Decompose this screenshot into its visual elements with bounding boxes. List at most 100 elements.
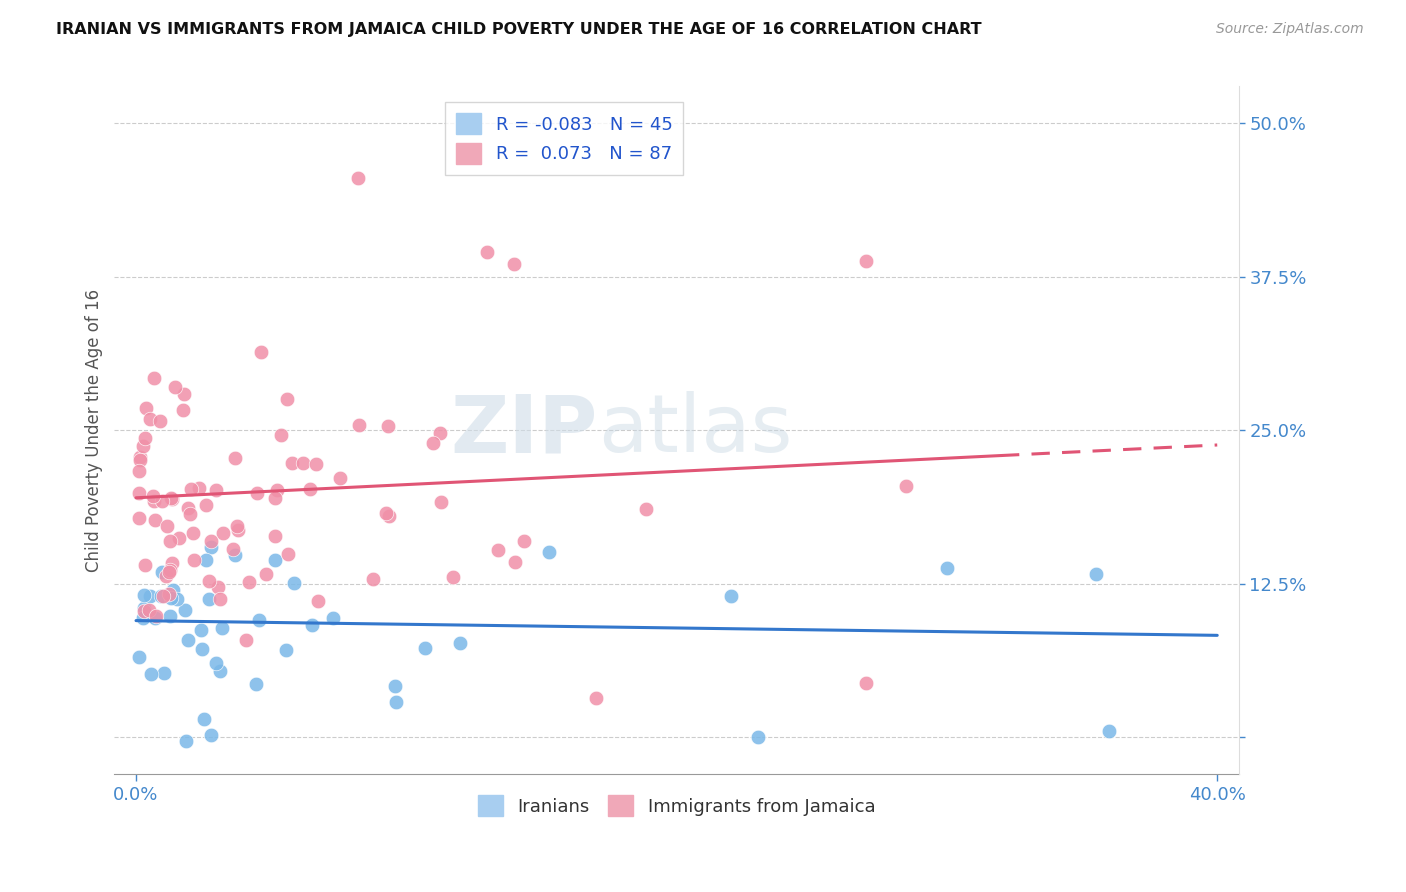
Point [139, 412, 162, 426]
Point [245, 677, 267, 691]
Point [224, 450, 246, 465]
Point [422, 436, 444, 450]
Point [128, 464, 150, 478]
Point [322, 611, 344, 625]
Point [503, 257, 526, 271]
Point [132, 439, 155, 453]
Point [160, 557, 183, 571]
Point [935, 561, 957, 575]
Point [138, 603, 160, 617]
Point [143, 494, 166, 508]
Point [142, 489, 165, 503]
Point [385, 695, 408, 709]
Text: IRANIAN VS IMMIGRANTS FROM JAMAICA CHILD POVERTY UNDER THE AGE OF 16 CORRELATION: IRANIAN VS IMMIGRANTS FROM JAMAICA CHILD… [56, 22, 981, 37]
Point [190, 623, 212, 637]
Legend: Iranians, Immigrants from Jamaica: Iranians, Immigrants from Jamaica [471, 789, 883, 823]
Point [346, 171, 368, 186]
Point [228, 523, 250, 537]
Point [1084, 566, 1107, 581]
Point [896, 478, 918, 492]
Point [134, 601, 156, 615]
Point [513, 534, 536, 549]
Point [384, 679, 406, 693]
Point [194, 498, 217, 512]
Point [129, 453, 152, 467]
Point [177, 500, 200, 515]
Point [301, 618, 323, 632]
Point [250, 344, 273, 359]
Point [211, 525, 233, 540]
Point [181, 526, 204, 541]
Point [166, 592, 188, 607]
Point [167, 531, 190, 545]
Point [148, 414, 170, 428]
Point [160, 492, 183, 507]
Point [274, 642, 297, 657]
Point [180, 482, 202, 496]
Point [159, 563, 181, 577]
Point [195, 553, 218, 567]
Point [276, 392, 298, 406]
Point [183, 553, 205, 567]
Point [537, 544, 560, 558]
Point [159, 491, 181, 505]
Point [149, 589, 172, 603]
Point [159, 608, 181, 623]
Point [134, 604, 156, 618]
Point [247, 613, 270, 627]
Point [855, 253, 877, 268]
Point [191, 642, 214, 657]
Point [205, 656, 228, 670]
Point [174, 603, 197, 617]
Point [128, 510, 150, 524]
Point [128, 486, 150, 500]
Point [172, 402, 194, 417]
Point [298, 483, 321, 497]
Point [200, 728, 222, 742]
Point [246, 485, 269, 500]
Point [176, 734, 198, 748]
Point [503, 555, 526, 569]
Point [221, 541, 243, 556]
Point [193, 712, 215, 726]
Point [270, 427, 292, 442]
Point [141, 667, 163, 681]
Point [150, 565, 173, 579]
Point [142, 370, 165, 384]
Point [135, 401, 157, 415]
Point [585, 690, 607, 705]
Point [160, 591, 183, 605]
Point [441, 570, 464, 584]
Point [263, 491, 285, 505]
Point [375, 506, 398, 520]
Point [173, 386, 195, 401]
Point [143, 513, 166, 527]
Point [198, 574, 221, 588]
Point [347, 418, 370, 433]
Point [747, 731, 769, 745]
Point [211, 621, 233, 635]
Point [430, 494, 453, 508]
Point [486, 542, 509, 557]
Point [224, 548, 246, 562]
Point [150, 493, 173, 508]
Text: ZIP: ZIP [451, 392, 598, 469]
Point [283, 576, 305, 591]
Point [155, 569, 177, 583]
Point [138, 589, 160, 603]
Point [132, 611, 155, 625]
Point [226, 519, 249, 533]
Point [200, 534, 222, 549]
Point [209, 591, 232, 606]
Point [159, 534, 181, 549]
Point [129, 450, 152, 464]
Y-axis label: Child Poverty Under the Age of 16: Child Poverty Under the Age of 16 [86, 289, 103, 572]
Point [177, 633, 200, 648]
Point [636, 501, 658, 516]
Point [188, 481, 211, 495]
Point [361, 572, 384, 586]
Point [277, 547, 299, 561]
Point [200, 540, 222, 554]
Point [134, 558, 156, 573]
Point [134, 431, 156, 445]
